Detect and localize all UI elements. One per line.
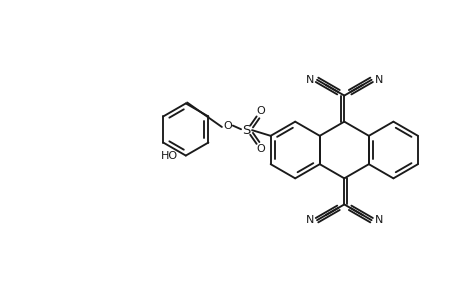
- Text: S: S: [242, 124, 250, 137]
- Text: N: N: [374, 75, 382, 85]
- Text: O: O: [256, 106, 265, 116]
- Text: O: O: [223, 121, 231, 130]
- Text: HO: HO: [160, 152, 177, 161]
- Text: N: N: [305, 75, 313, 85]
- Text: N: N: [305, 215, 313, 225]
- Text: N: N: [374, 215, 382, 225]
- Text: O: O: [256, 144, 265, 154]
